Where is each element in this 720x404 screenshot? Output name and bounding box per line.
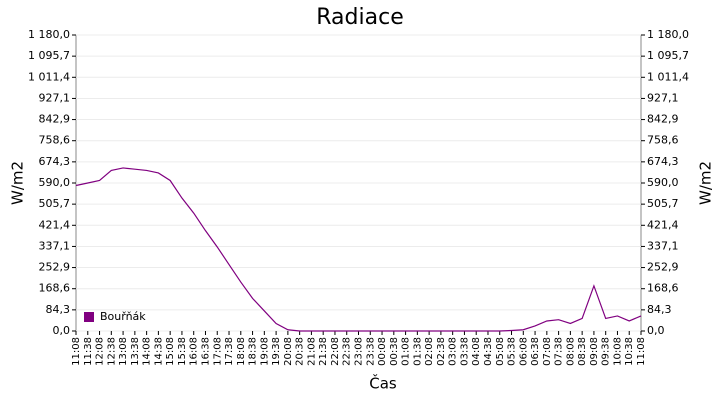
x-tick-label: 12:38	[106, 337, 117, 366]
y-tick-label: 927,1	[39, 91, 71, 104]
x-tick-label: 22:08	[330, 337, 341, 366]
y2-tick-label: 84,3	[647, 303, 672, 316]
x-tick-label: 16:08	[189, 337, 200, 366]
y-tick-label: 252,9	[39, 261, 71, 274]
x-tick-label: 23:38	[365, 337, 376, 366]
y-tick-label: 0,0	[53, 324, 71, 337]
y-tick-label: 505,7	[39, 197, 71, 210]
x-tick-label: 18:38	[248, 337, 259, 366]
y2-tick-label: 252,9	[647, 261, 679, 274]
x-tick-label: 04:08	[471, 337, 482, 366]
x-tick-label: 09:38	[601, 337, 612, 366]
y2-tick-label: 674,3	[647, 155, 679, 168]
x-tick-label: 23:08	[354, 337, 365, 366]
x-tick-label: 21:08	[306, 337, 317, 366]
y2-tick-label: 168,6	[647, 282, 679, 295]
x-tick-label: 05:08	[495, 337, 506, 366]
x-tick-label: 17:08	[212, 337, 223, 366]
x-tick-label: 07:08	[542, 337, 553, 366]
x-tick-label: 10:08	[612, 337, 623, 366]
x-tick-label: 06:38	[530, 337, 541, 366]
legend-swatch	[84, 312, 94, 322]
y-tick-label: 1 011,4	[28, 70, 70, 83]
x-tick-label: 05:38	[507, 337, 518, 366]
x-tick-label: 03:08	[448, 337, 459, 366]
x-tick-label: 03:38	[459, 337, 470, 366]
x-tick-label: 18:08	[236, 337, 247, 366]
y2-tick-label: 1 180,0	[647, 28, 689, 41]
x-tick-label: 11:08	[636, 337, 647, 366]
y2-tick-label: 590,0	[647, 176, 679, 189]
y-tick-label: 337,1	[39, 239, 71, 252]
x-tick-label: 13:38	[130, 337, 141, 366]
x-tick-label: 02:08	[424, 337, 435, 366]
x-tick-label: 08:38	[577, 337, 588, 366]
x-tick-label: 15:08	[165, 337, 176, 366]
y-tick-label: 674,3	[39, 155, 71, 168]
x-tick-label: 13:08	[118, 337, 129, 366]
y-tick-label: 590,0	[39, 176, 71, 189]
y2-tick-label: 927,1	[647, 91, 679, 104]
y2-axis-label: W/m2	[697, 161, 715, 205]
x-tick-label: 17:38	[224, 337, 235, 366]
x-tick-label: 00:08	[377, 337, 388, 366]
legend-label: Bouřňák	[100, 310, 146, 323]
y2-tick-label: 842,9	[647, 113, 679, 126]
y-tick-label: 84,3	[46, 303, 71, 316]
chart-title: Radiace	[316, 5, 403, 30]
y-tick-label: 758,6	[39, 134, 71, 147]
x-tick-label: 16:38	[200, 337, 211, 366]
y-tick-label: 1 095,7	[28, 49, 70, 62]
x-tick-label: 04:38	[483, 337, 494, 366]
y2-tick-label: 337,1	[647, 239, 679, 252]
y-axis-label: W/m2	[9, 161, 27, 205]
y2-tick-label: 0,0	[647, 324, 665, 337]
x-tick-label: 06:08	[518, 337, 529, 366]
y2-tick-label: 1 095,7	[647, 49, 689, 62]
series-line	[75, 167, 642, 332]
y-tick-label: 168,6	[39, 282, 71, 295]
x-tick-label: 00:38	[389, 337, 400, 366]
x-tick-label: 20:38	[295, 337, 306, 366]
x-tick-label: 19:08	[259, 337, 270, 366]
x-tick-label: 20:08	[283, 337, 294, 366]
x-tick-label: 15:38	[177, 337, 188, 366]
x-tick-label: 01:08	[401, 337, 412, 366]
x-tick-label: 11:08	[71, 337, 82, 366]
y2-tick-label: 421,4	[647, 218, 679, 231]
x-axis-label: Čas	[369, 374, 397, 393]
x-tick-label: 10:38	[624, 337, 635, 366]
x-tick-label: 07:38	[554, 337, 565, 366]
x-tick-label: 09:08	[589, 337, 600, 366]
x-tick-label: 01:38	[412, 337, 423, 366]
x-tick-label: 08:08	[565, 337, 576, 366]
y-tick-label: 842,9	[39, 113, 71, 126]
y-tick-label: 1 180,0	[28, 28, 70, 41]
x-tick-label: 19:38	[271, 337, 282, 366]
x-tick-label: 12:08	[95, 337, 106, 366]
y2-tick-label: 758,6	[647, 134, 679, 147]
y2-tick-label: 505,7	[647, 197, 679, 210]
x-tick-label: 21:38	[318, 337, 329, 366]
x-tick-label: 14:08	[142, 337, 153, 366]
y2-tick-label: 1 011,4	[647, 70, 689, 83]
x-tick-label: 02:38	[436, 337, 447, 366]
x-tick-label: 22:38	[342, 337, 353, 366]
y-tick-label: 421,4	[39, 218, 71, 231]
x-tick-label: 14:38	[153, 337, 164, 366]
x-tick-label: 11:38	[83, 337, 94, 366]
